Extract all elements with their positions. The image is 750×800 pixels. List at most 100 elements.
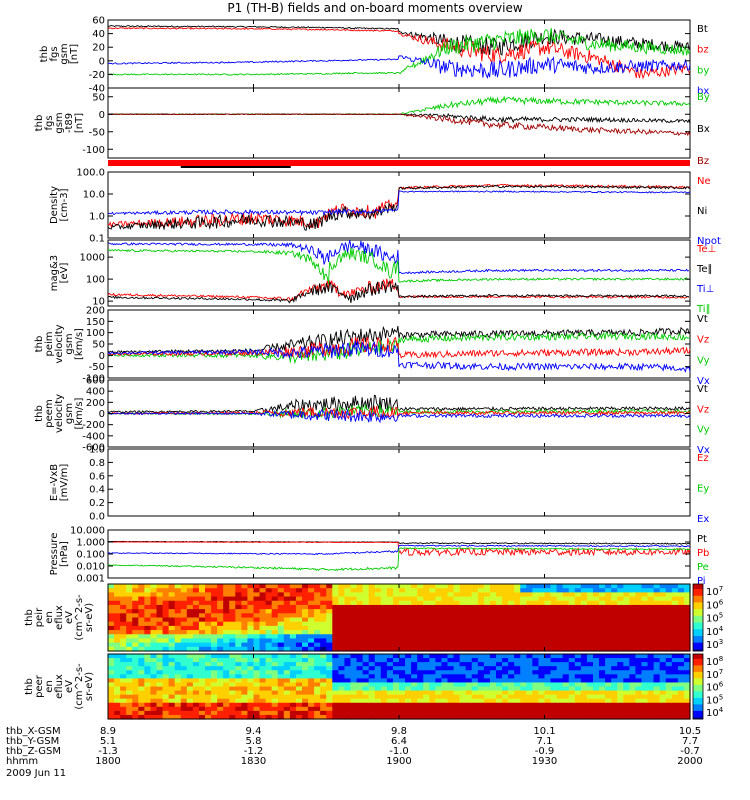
spectrogram-cell bbox=[423, 630, 430, 635]
spectrogram-cell bbox=[356, 646, 364, 652]
spectrogram-cell bbox=[150, 634, 158, 640]
y-axis-label: [km/s] bbox=[74, 397, 85, 429]
spectrogram-cell bbox=[217, 654, 224, 659]
spectrogram-cell bbox=[574, 613, 582, 619]
spectrogram-cell bbox=[283, 588, 291, 593]
spectrogram-cell bbox=[211, 621, 218, 627]
legend-entry: Ez bbox=[697, 453, 709, 464]
colorbar-segment bbox=[693, 683, 703, 686]
spectrogram-cell bbox=[174, 625, 182, 631]
spectrogram-cell bbox=[356, 609, 364, 614]
spectrogram-cell bbox=[108, 596, 115, 602]
spectrogram-cell bbox=[477, 621, 485, 627]
spectrogram-cell bbox=[544, 592, 552, 598]
spectrogram-cell bbox=[229, 710, 236, 716]
spectrogram-cell bbox=[156, 617, 164, 623]
spectrogram-cell bbox=[435, 646, 443, 652]
spectrogram-cell bbox=[405, 596, 412, 602]
spectrogram-cell bbox=[550, 694, 558, 700]
spectrogram-cell bbox=[253, 642, 261, 648]
spectrogram-cell bbox=[241, 666, 249, 671]
spectrogram-cell bbox=[508, 617, 515, 623]
spectrogram-cell bbox=[205, 646, 212, 652]
spectrogram-cell bbox=[114, 694, 121, 700]
spectrogram-cell bbox=[265, 678, 273, 684]
spectrogram-cell bbox=[217, 592, 224, 598]
spectrogram-cell bbox=[605, 666, 612, 671]
spectrogram-cell bbox=[526, 666, 533, 671]
spectrogram-cell bbox=[168, 714, 176, 720]
spectrogram-cell bbox=[477, 706, 485, 712]
spectrogram-cell bbox=[265, 642, 273, 648]
spectrogram-cell bbox=[580, 702, 588, 708]
series-line-vz bbox=[108, 336, 691, 359]
spectrogram-cell bbox=[623, 690, 630, 696]
spectrogram-cell bbox=[593, 702, 600, 708]
spectrogram-cell bbox=[477, 604, 485, 610]
spectrogram-cell bbox=[144, 592, 152, 598]
spectrogram-cell bbox=[683, 670, 691, 675]
spectrogram-cell bbox=[677, 690, 685, 696]
x-tick-label: -0.7 bbox=[680, 746, 700, 757]
spectrogram-cell bbox=[447, 621, 455, 627]
spectrogram-cell bbox=[217, 584, 224, 589]
spectrogram-cell bbox=[283, 678, 291, 684]
spectrogram-cell bbox=[374, 682, 382, 688]
spectrogram-cell bbox=[623, 674, 630, 679]
spectrogram-cell bbox=[380, 654, 388, 659]
spectrogram-cell bbox=[605, 630, 612, 635]
spectrogram-cell bbox=[653, 596, 661, 602]
spectrogram-cell bbox=[671, 698, 679, 704]
spectrogram-cell bbox=[138, 706, 145, 712]
spectrogram-cell bbox=[586, 646, 594, 652]
spectrogram-cell bbox=[623, 613, 630, 619]
spectrogram-cell bbox=[629, 596, 637, 602]
spectrogram-cell bbox=[471, 642, 479, 648]
colorbar-segment bbox=[693, 602, 703, 605]
spectrogram-cell bbox=[683, 592, 691, 598]
spectrogram-cell bbox=[186, 710, 194, 716]
spectrogram-cell bbox=[399, 654, 406, 659]
series-line-te∥ bbox=[107, 280, 689, 304]
spectrogram-cell bbox=[247, 666, 255, 671]
spectrogram-cell bbox=[635, 646, 643, 652]
spectrogram-cell bbox=[526, 710, 533, 716]
spectrogram-cell bbox=[344, 604, 352, 610]
spectrogram-cell bbox=[132, 706, 139, 712]
spectrogram-cell bbox=[629, 670, 637, 675]
spectrogram-cell bbox=[392, 588, 400, 593]
spectrogram-cell bbox=[162, 706, 170, 712]
colorbar-segment bbox=[693, 699, 703, 702]
spectrogram-cell bbox=[241, 609, 249, 614]
colorbar-segment bbox=[693, 589, 703, 592]
spectrogram-cell bbox=[314, 702, 321, 708]
spectrogram-cell bbox=[568, 710, 576, 716]
spectrogram-cell bbox=[671, 592, 679, 598]
spectrogram-cell bbox=[168, 609, 176, 614]
spectrogram-cell bbox=[629, 634, 637, 640]
spectrogram-cell bbox=[138, 694, 145, 700]
spectrogram-cell bbox=[653, 630, 661, 635]
spectrogram-cell bbox=[635, 698, 643, 704]
spectrogram-cell bbox=[526, 638, 533, 644]
spectrogram-cell bbox=[326, 694, 333, 700]
spectrogram-cell bbox=[459, 617, 467, 623]
legend-entry: Pi bbox=[697, 576, 706, 587]
spectrogram-cell bbox=[235, 604, 242, 610]
spectrogram-cell bbox=[302, 592, 309, 598]
spectrogram-cell bbox=[344, 634, 352, 640]
spectrogram-cell bbox=[132, 642, 139, 648]
spectrogram-cell bbox=[211, 625, 218, 631]
spectrogram-cell bbox=[496, 609, 503, 614]
x-tick-label: 6.4 bbox=[391, 736, 407, 747]
y-axis-label: gsm bbox=[59, 43, 70, 64]
spectrogram-cell bbox=[514, 584, 521, 589]
spectrogram-cell bbox=[277, 604, 285, 610]
spectrogram-cell bbox=[223, 630, 230, 635]
spectrogram-cell bbox=[332, 714, 339, 720]
spectrogram-cell bbox=[593, 678, 600, 684]
spectrogram-cell bbox=[659, 666, 667, 671]
spectrogram-cell bbox=[411, 670, 418, 675]
spectrogram-cell bbox=[138, 690, 145, 696]
spectrogram-cell bbox=[229, 670, 236, 675]
